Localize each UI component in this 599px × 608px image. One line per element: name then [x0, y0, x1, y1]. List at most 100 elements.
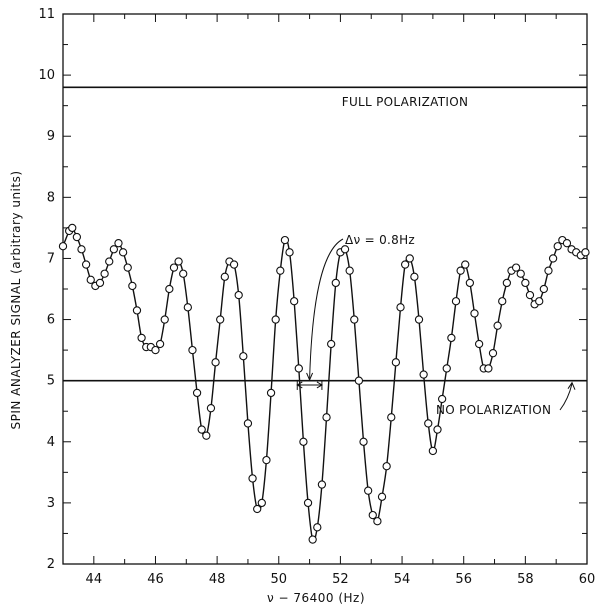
data-point [128, 281, 137, 291]
data-point [155, 339, 165, 349]
data-point [229, 260, 239, 269]
data-point [553, 242, 562, 251]
data-point [364, 486, 373, 495]
data-point [132, 306, 142, 315]
data-point [285, 248, 294, 257]
data-point [243, 419, 253, 428]
data-point [137, 333, 146, 343]
data-point [359, 437, 368, 446]
y-tick-label: 10 [38, 68, 55, 83]
delta-nu-arrowhead-right [316, 381, 323, 389]
data-point [484, 364, 493, 373]
data-point [350, 315, 359, 324]
x-tick-label: 56 [455, 572, 472, 587]
data-point [262, 455, 271, 465]
x-tick-label: 52 [332, 572, 349, 587]
data-point [345, 266, 354, 275]
data-point [470, 309, 479, 318]
data-point [105, 257, 114, 266]
data-point [387, 413, 396, 422]
y-tick-label: 7 [47, 251, 55, 266]
data-point [377, 492, 387, 501]
data-point [511, 263, 521, 272]
data-point [451, 297, 461, 306]
data-point [414, 315, 424, 324]
data-point [437, 394, 447, 404]
data-point [211, 358, 220, 367]
data-point [72, 232, 82, 242]
data-point [391, 358, 401, 367]
data-point [340, 245, 350, 254]
y-tick-label: 11 [38, 7, 55, 22]
data-point [276, 266, 285, 275]
data-point [525, 290, 535, 300]
data-point [544, 266, 553, 275]
data-point [396, 303, 405, 312]
data-point [95, 278, 105, 288]
x-tick-label: 50 [270, 572, 287, 587]
data-point [174, 257, 183, 266]
data-point [303, 498, 313, 508]
data-point [290, 297, 299, 306]
x-tick-label: 58 [517, 572, 534, 587]
data-point [498, 297, 507, 306]
data-point [488, 349, 498, 358]
y-tick-label: 6 [47, 313, 55, 328]
x-tick-label: 48 [209, 572, 226, 587]
x-axis-label: ν − 76400 (Hz) [267, 591, 365, 605]
y-tick-label: 5 [47, 374, 55, 389]
data-point [165, 284, 174, 294]
data-point [206, 404, 216, 413]
data-point [114, 239, 123, 248]
data-point [68, 223, 77, 233]
no-polarization-arrowhead [567, 381, 576, 390]
data-point [151, 345, 160, 355]
data-point [118, 248, 128, 257]
x-tick-label: 60 [579, 572, 596, 587]
x-tick-label: 46 [147, 572, 164, 587]
data-point [216, 315, 225, 324]
data-point [266, 388, 276, 398]
data-point [521, 278, 530, 288]
data-point [562, 239, 572, 248]
data-point [400, 260, 410, 269]
data-point [109, 245, 119, 254]
data-point [308, 535, 317, 544]
x-tick-label: 44 [86, 572, 103, 587]
data-point [493, 321, 502, 330]
data-point [271, 315, 280, 324]
data-point [354, 376, 364, 385]
data-point [428, 446, 438, 456]
data-point [299, 437, 308, 446]
delta-nu-annotation: Δν = 0.8Hz [345, 233, 415, 247]
full-polarization-label: FULL POLARIZATION [342, 95, 469, 109]
signal-curve [62, 226, 586, 542]
data-point [535, 297, 544, 306]
data-point [248, 474, 257, 483]
data-point [424, 419, 433, 428]
data-point [548, 254, 558, 263]
data-point [202, 431, 211, 440]
data-point [461, 260, 470, 269]
y-tick-label: 3 [47, 496, 55, 511]
data-point [465, 278, 475, 288]
data-point [382, 462, 391, 471]
data-point [257, 498, 266, 508]
data-point [179, 269, 188, 278]
delta-nu-arrowhead-left [296, 381, 303, 389]
data-point [539, 284, 548, 294]
no-polarization-label: NO POLARIZATION [436, 403, 551, 417]
data-point [447, 333, 456, 343]
data-point [419, 370, 428, 379]
delta-nu-leader [309, 238, 344, 379]
data-point [188, 345, 197, 355]
data-point [197, 425, 206, 434]
y-tick-label: 9 [47, 129, 55, 144]
data-point [169, 263, 179, 272]
y-tick-label: 2 [47, 557, 55, 572]
data-point [317, 480, 327, 489]
data-point [77, 245, 86, 254]
data-point [160, 315, 169, 324]
y-axis-label: SPIN ANALYZER SIGNAL (arbitrary units) [9, 170, 23, 429]
